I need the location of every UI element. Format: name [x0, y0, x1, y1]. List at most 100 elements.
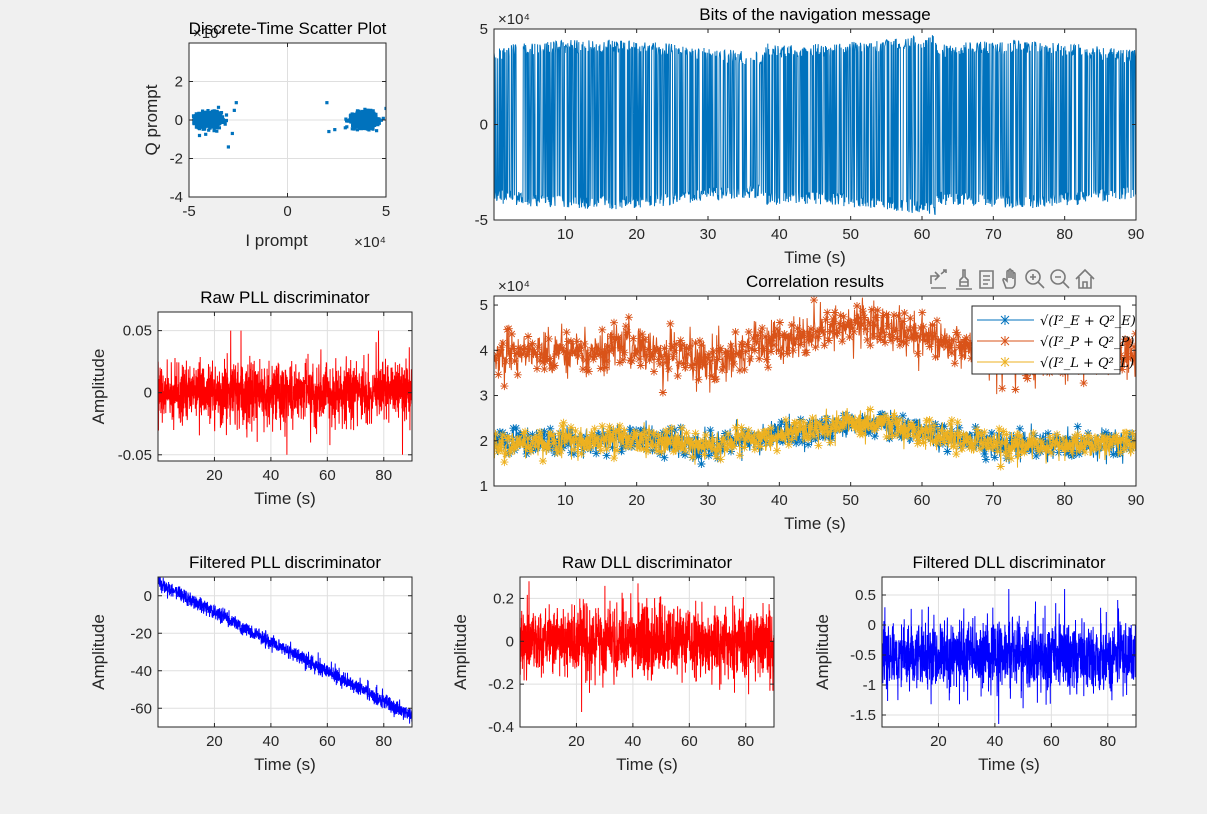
x-tick-label: 60 [319, 467, 336, 484]
scatter-point [232, 108, 236, 112]
x-axis-label: Time (s) [254, 755, 316, 774]
x-tick-label: 20 [628, 226, 645, 243]
x-tick-label: 70 [985, 492, 1002, 509]
x-tick-label: 40 [263, 733, 280, 750]
y-axis-label: Q prompt [142, 84, 161, 155]
x-tick-label: 10 [557, 226, 574, 243]
y-tick-label: -1 [863, 677, 876, 694]
y-tick-label: -0.2 [488, 676, 514, 693]
x-tick-label: 40 [987, 733, 1004, 750]
y-tick-label: 0 [175, 112, 183, 129]
correlation-series-markers [494, 405, 1136, 471]
scatter-point [333, 128, 337, 132]
y-tick-label: 4 [480, 342, 488, 359]
x-axis-label: I prompt [245, 231, 308, 250]
axes-box [157, 311, 413, 462]
raw-pll-axes[interactable]: 20 40 60 80 -0.05 0 0.05 Raw PLL discriminator T… [89, 288, 413, 508]
y-tick-label: -1.5 [850, 707, 876, 724]
data-layer [158, 577, 412, 724]
y-axis-label: Amplitude [813, 614, 832, 690]
y-tick-label: -0.5 [850, 647, 876, 664]
x-tick-label: 50 [842, 226, 859, 243]
data-layer [494, 34, 1136, 216]
navigation-bits-axes[interactable]: 10 20 30 40 50 60 70 80 90 -5 0 5 ×10⁴ Bits of the na… [475, 5, 1145, 267]
y-tick-label: -5 [475, 212, 488, 229]
y-tick-label: -60 [130, 700, 152, 717]
datatip-icon[interactable] [979, 270, 994, 289]
x-tick-label: 20 [930, 733, 947, 750]
pan-icon[interactable] [1002, 268, 1016, 289]
x-tick-label: 60 [319, 733, 336, 750]
x-axis-label: Time (s) [784, 514, 846, 533]
x-tick-label: 0 [283, 203, 291, 220]
home-icon[interactable] [1075, 268, 1095, 289]
y-tick-label: 0.5 [855, 587, 876, 604]
x-tick-label: 80 [375, 467, 392, 484]
x-tick-label: 40 [263, 467, 280, 484]
x-tick-label: 40 [771, 492, 788, 509]
y-axis-label: Amplitude [451, 614, 470, 690]
filtered-pll-axes[interactable]: 20 40 60 80 -60 -40 -20 0 Filtered PLL discrimin… [89, 553, 413, 774]
data-layer [520, 581, 774, 713]
y-tick-label: 5 [480, 297, 488, 314]
y-tick-label: -4 [170, 189, 183, 206]
legend-marker [1000, 315, 1010, 325]
scatter-point [327, 129, 331, 134]
y-tick-label: 5 [480, 21, 488, 38]
y-tick-label: 1 [480, 478, 488, 495]
axes-box [157, 576, 413, 728]
filtered-pll-line [158, 577, 412, 724]
x-tick-label: 10 [557, 492, 574, 509]
y-tick-label: 0 [144, 588, 152, 605]
legend[interactable]: √(I²_E + Q²_E) √(I²_P + Q²_P) √(I²_L + Q²_… [971, 305, 1136, 375]
axes-box [493, 295, 1137, 487]
chart-title: Correlation results [746, 272, 884, 291]
y-tick-label: -0.05 [118, 447, 152, 464]
raw-pll-line [158, 330, 412, 455]
chart-title: Filtered DLL discriminator [912, 553, 1105, 572]
chart-title: Raw PLL discriminator [200, 288, 370, 307]
x-tick-label: 20 [568, 733, 585, 750]
raw-dll-axes[interactable]: 20 40 60 80 -0.4 -0.2 0 0.2 Raw DLL discriminato… [451, 553, 775, 774]
scatter-point [226, 145, 230, 149]
x-tick-label: 60 [681, 733, 698, 750]
x-tick-label: -5 [182, 203, 195, 220]
scatter-point [384, 106, 386, 111]
legend-label: √(I²_P + Q²_P) [1040, 335, 1134, 350]
scatter-point [230, 131, 234, 136]
export-icon[interactable] [930, 269, 947, 289]
x-axis-label: Time (s) [978, 755, 1040, 774]
legend-box [971, 305, 1121, 375]
y-axis-label: Amplitude [89, 349, 108, 425]
x-tick-label: 30 [700, 492, 717, 509]
zoom-in-icon[interactable] [1025, 269, 1045, 289]
y-exponent-label: ×10⁴ [498, 278, 530, 295]
data-layer [494, 296, 1136, 471]
x-tick-label: 50 [842, 492, 859, 509]
y-exponent-label: ×10⁴ [498, 11, 530, 28]
x-tick-label: 20 [206, 467, 223, 484]
scatter-cluster [191, 105, 229, 138]
axes-box [881, 576, 1137, 728]
x-tick-label: 80 [1056, 492, 1073, 509]
zoom-out-icon[interactable] [1050, 269, 1070, 289]
raw-dll-line [520, 581, 774, 713]
y-tick-label: 0.2 [493, 590, 514, 607]
x-exponent-label: ×10⁴ [354, 234, 386, 251]
scatter-point [325, 101, 329, 105]
legend-marker [1000, 336, 1010, 346]
axes-toolbar[interactable] [930, 268, 1095, 290]
filtered-dll-axes[interactable]: 20 40 60 80 -1.5 -1 -0.5 0 0.5 Filtered DLL discr… [813, 553, 1137, 774]
y-tick-label: -40 [130, 663, 152, 680]
correlation-axes[interactable]: √(I²_E + Q²_E) √(I²_P + Q²_P) √(I²_L + Q²_… [480, 272, 1145, 533]
legend-label: √(I²_E + Q²_E) [1040, 314, 1136, 329]
y-tick-label: 0 [868, 617, 876, 634]
x-axis-label: Time (s) [254, 489, 316, 508]
y-tick-label: 0.05 [123, 323, 152, 340]
x-tick-label: 90 [1128, 226, 1145, 243]
legend-marker [1000, 357, 1010, 367]
brush-icon[interactable] [956, 269, 972, 290]
chart-title: Discrete-Time Scatter Plot [189, 19, 387, 38]
y-tick-label: -20 [130, 625, 152, 642]
